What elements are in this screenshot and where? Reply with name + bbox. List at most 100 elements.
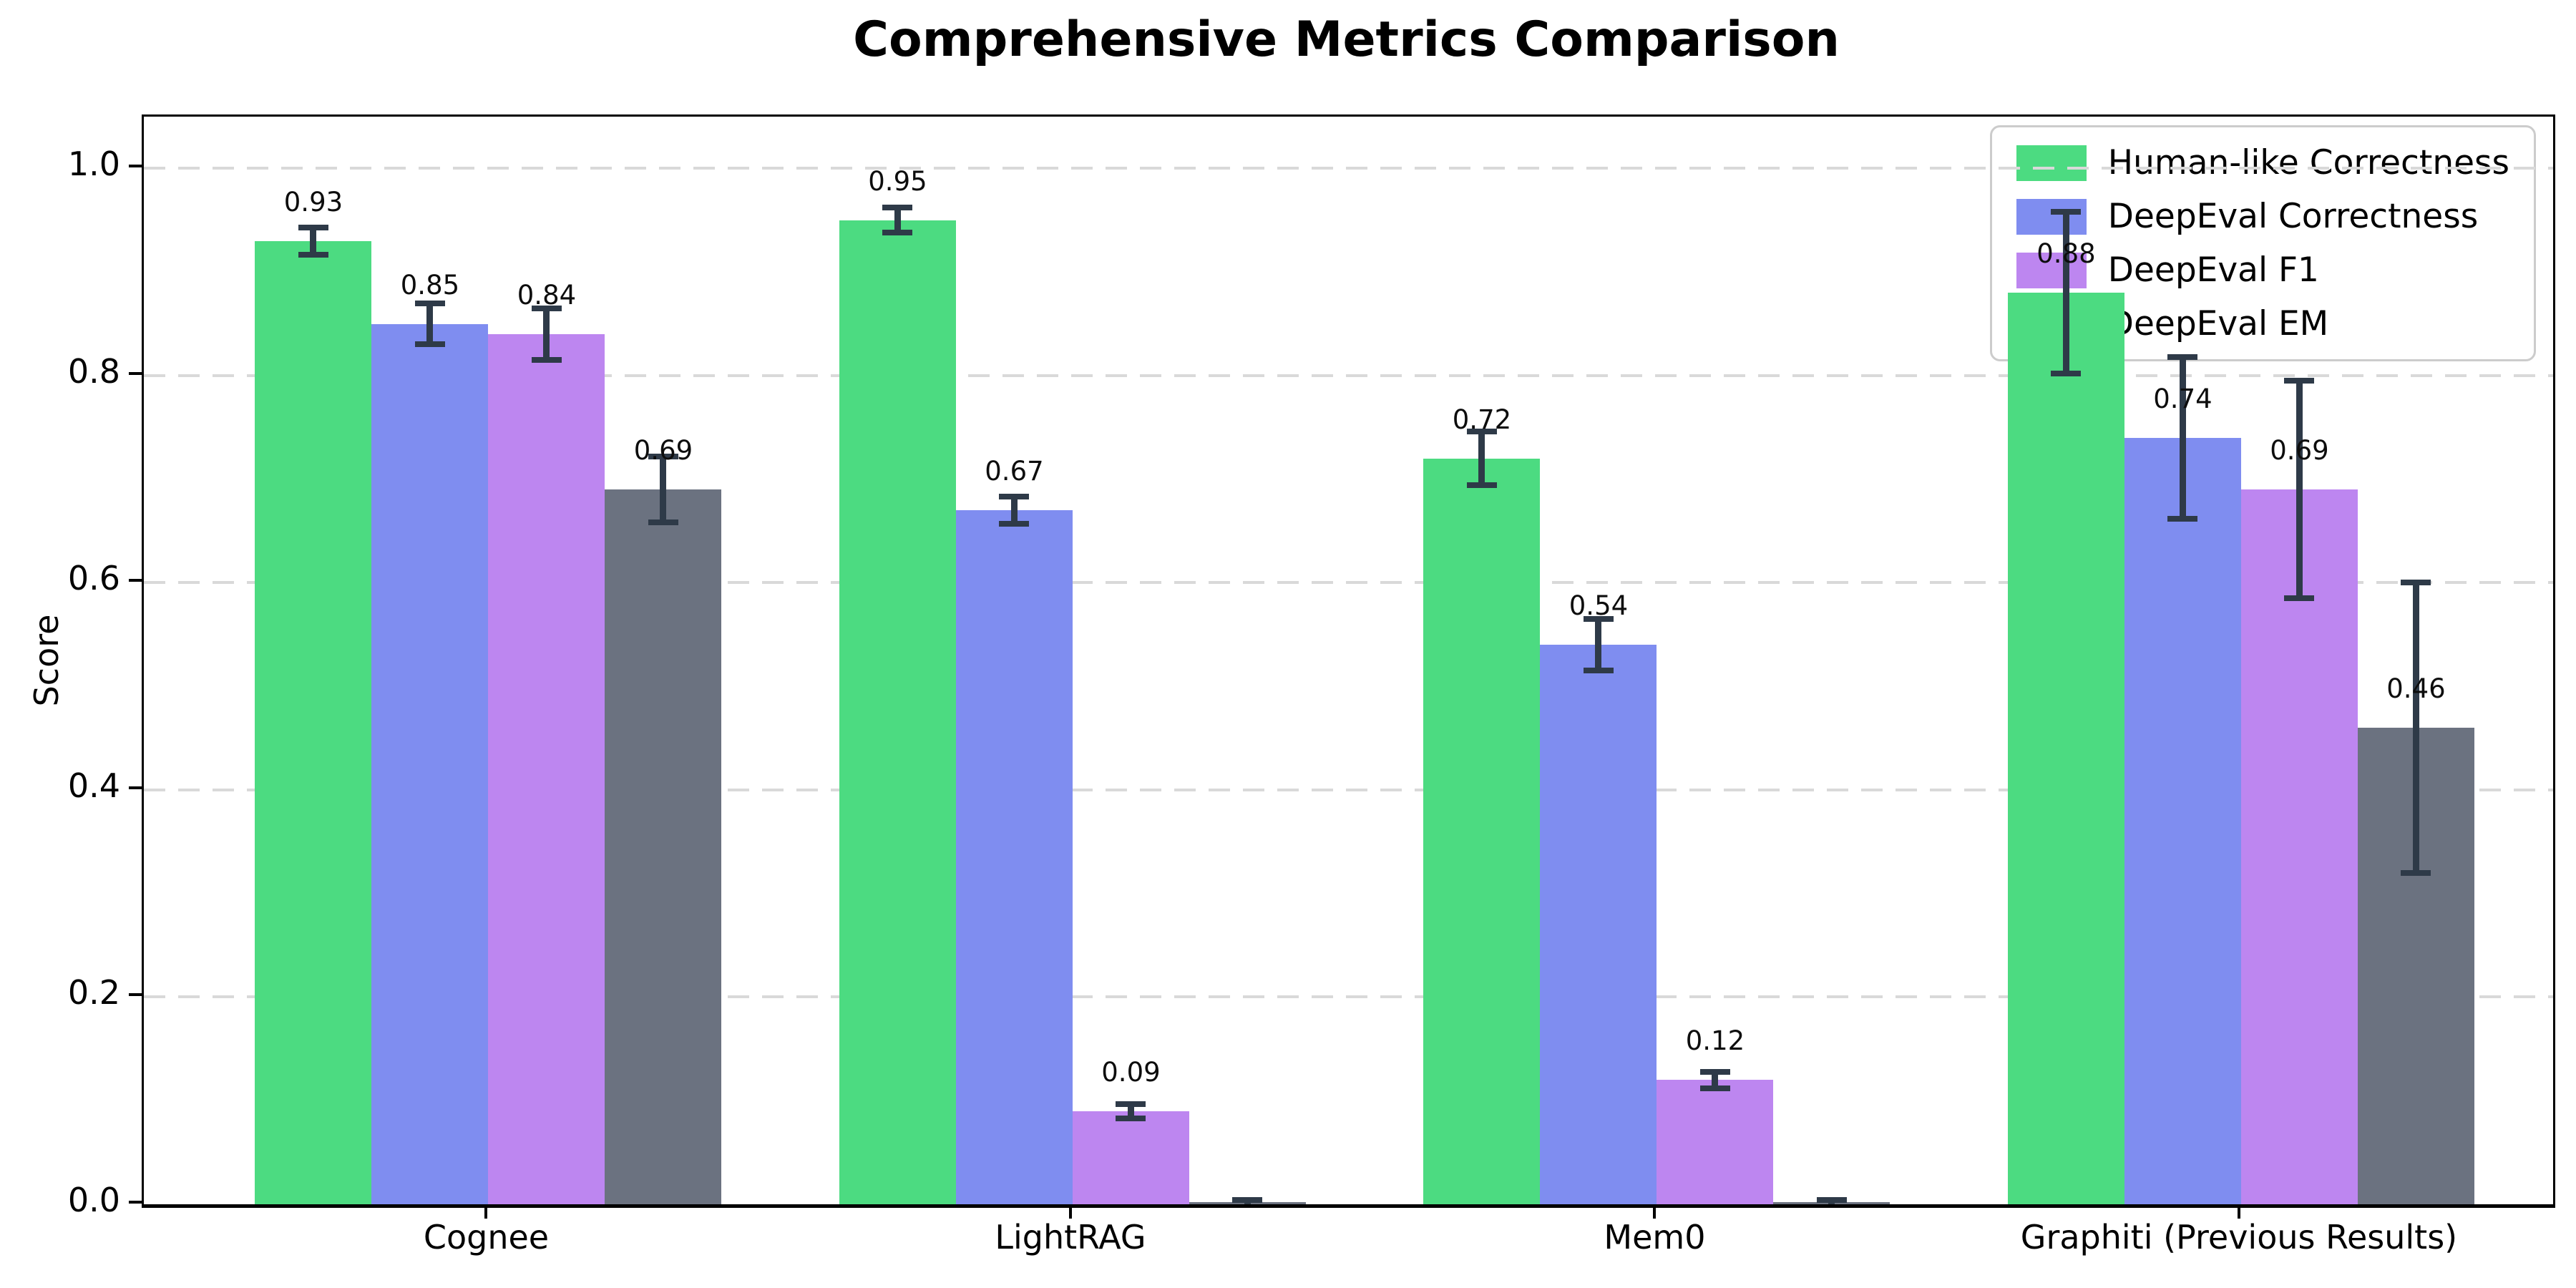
bar-value-label: 0.88 <box>2036 238 2096 270</box>
error-bar-cap-top <box>1583 616 1614 623</box>
ytick-label-0.2: 0.2 <box>67 973 120 1013</box>
ytick-mark-0.0 <box>129 1201 142 1204</box>
bar-value-label: 0.84 <box>517 280 577 311</box>
error-bar <box>426 303 434 345</box>
error-bar-cap-bottom <box>414 341 445 348</box>
error-bar <box>310 227 317 255</box>
xtick-mark-3 <box>2237 1206 2240 1219</box>
gridline-0.8 <box>144 374 2553 377</box>
bar-value-label: 0.67 <box>985 456 1044 487</box>
error-bar <box>1595 619 1602 671</box>
xtick-mark-2 <box>1653 1206 1657 1219</box>
error-bar-cap-top <box>1232 1197 1263 1204</box>
ytick-label-0.0: 0.0 <box>67 1181 120 1219</box>
bar-cognee-series-0 <box>255 240 372 1204</box>
bar-graphiti-previous-results--series-0 <box>2007 293 2124 1204</box>
bar-mem0-series-2 <box>1657 1080 1774 1204</box>
error-bar-cap-bottom <box>1699 1085 1730 1091</box>
error-bar-cap-bottom <box>999 520 1030 527</box>
bar-lightrag-series-2 <box>1072 1111 1189 1204</box>
error-bar-cap-top <box>2051 209 2082 215</box>
bar-value-label: 0.95 <box>868 165 927 197</box>
legend-item-0: Human-like Correctness <box>2016 143 2509 182</box>
error-bar <box>1478 431 1485 486</box>
error-bar-cap-bottom <box>1116 1115 1146 1121</box>
error-bar <box>2296 381 2303 599</box>
error-bar-cap-top <box>2284 378 2315 384</box>
gridline-0.6 <box>144 581 2553 585</box>
bar-value-label: 0.69 <box>633 435 693 467</box>
error-bar-cap-bottom <box>2284 595 2315 602</box>
ytick-label-0.8: 0.8 <box>67 351 120 391</box>
error-bar-cap-bottom <box>882 230 913 236</box>
error-bar <box>2412 582 2419 873</box>
bar-mem0-series-1 <box>1540 645 1657 1204</box>
error-bar <box>1712 1071 1719 1088</box>
ytick-mark-0.8 <box>129 371 142 375</box>
bar-mem0-series-0 <box>1423 458 1541 1204</box>
chart-title: Comprehensive Metrics Comparison <box>853 11 1840 68</box>
legend-swatch-icon <box>2016 252 2087 288</box>
legend-label: DeepEval EM <box>2107 304 2329 343</box>
ytick-label-1.0: 1.0 <box>67 145 120 184</box>
error-bar-cap-top <box>1466 429 1497 435</box>
ytick-mark-0.4 <box>129 786 142 789</box>
legend-label: DeepEval Correctness <box>2107 197 2479 236</box>
xtick-label-lightrag: LightRAG <box>995 1218 1146 1257</box>
bar-cognee-series-3 <box>605 489 722 1204</box>
plot-area: Human-like Correctness DeepEval Correctne… <box>142 114 2555 1208</box>
bar-lightrag-series-1 <box>955 510 1073 1204</box>
error-bar-cap-top <box>1699 1068 1730 1075</box>
error-bar-cap-bottom <box>298 251 328 258</box>
gridline-0.4 <box>144 788 2553 791</box>
error-bar <box>543 308 550 361</box>
bar-cognee-series-1 <box>371 323 489 1204</box>
bar-value-label: 0.46 <box>2386 673 2446 705</box>
xtick-mark-0 <box>484 1206 488 1219</box>
bar-cognee-series-2 <box>488 334 605 1204</box>
error-bar-cap-top <box>414 300 445 306</box>
error-bar-cap-bottom <box>2167 515 2198 522</box>
legend-label: Human-like Correctness <box>2107 143 2509 182</box>
error-bar <box>1127 1103 1134 1118</box>
error-bar-cap-top <box>882 205 913 211</box>
bar-graphiti-previous-results--series-1 <box>2124 437 2241 1204</box>
bar-value-label: 0.12 <box>1685 1025 1745 1057</box>
legend-item-1: DeepEval Correctness <box>2016 197 2509 236</box>
error-bar <box>1010 497 1018 524</box>
error-bar-cap-bottom <box>648 519 678 526</box>
xtick-label-graphiti-previous-results-: Graphiti (Previous Results) <box>2020 1218 2458 1257</box>
error-bar-cap-bottom <box>1583 668 1614 674</box>
error-bar-cap-top <box>999 494 1030 500</box>
legend-label: DeepEval F1 <box>2107 250 2319 290</box>
ytick-mark-0.6 <box>129 579 142 582</box>
error-bar-cap-top <box>531 305 562 311</box>
xtick-mark-1 <box>1068 1206 1072 1219</box>
legend-swatch-icon <box>2016 145 2087 181</box>
ytick-mark-0.2 <box>129 993 142 997</box>
bar-lightrag-series-0 <box>839 220 956 1204</box>
error-bar-cap-top <box>2401 580 2431 586</box>
bar-graphiti-previous-results--series-2 <box>2240 489 2358 1204</box>
bar-value-label: 0.85 <box>400 269 460 301</box>
error-bar-cap-top <box>2167 353 2198 360</box>
error-bar <box>894 208 901 233</box>
bar-value-label: 0.69 <box>2270 435 2329 467</box>
error-bar-cap-bottom <box>1466 482 1497 489</box>
error-bar-cap-top <box>1816 1197 1847 1204</box>
legend-swatch-icon <box>2016 198 2087 235</box>
error-bar-cap-top <box>648 453 678 459</box>
xtick-label-mem0: Mem0 <box>1604 1218 1706 1257</box>
error-bar <box>660 456 667 523</box>
bar-value-label: 0.74 <box>2153 383 2212 414</box>
error-bar <box>2179 356 2186 519</box>
legend-item-2: DeepEval F1 <box>2016 250 2509 290</box>
error-bar-cap-bottom <box>531 357 562 364</box>
gridline-1.0 <box>144 167 2553 170</box>
bar-value-label: 0.09 <box>1101 1056 1161 1088</box>
xtick-label-cognee: Cognee <box>423 1218 550 1257</box>
bar-value-label: 0.93 <box>283 186 343 218</box>
bar-value-label: 0.54 <box>1568 590 1629 622</box>
ytick-mark-1.0 <box>129 165 142 168</box>
